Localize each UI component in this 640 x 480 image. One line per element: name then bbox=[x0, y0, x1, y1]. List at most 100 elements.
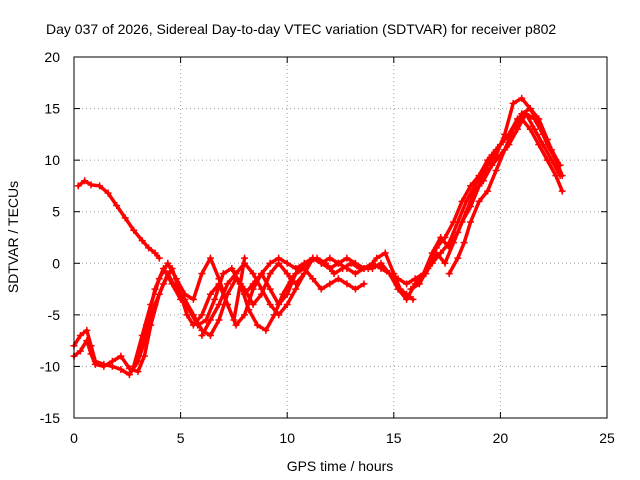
data-point bbox=[249, 280, 257, 288]
series-line bbox=[447, 106, 558, 276]
data-point bbox=[185, 306, 193, 314]
y-tick-label: 20 bbox=[44, 49, 60, 65]
data-point bbox=[117, 352, 125, 360]
data-point bbox=[232, 270, 240, 278]
data-point bbox=[283, 259, 291, 267]
data-point bbox=[258, 270, 266, 278]
x-tick-label: 10 bbox=[279, 430, 295, 446]
data-point bbox=[501, 146, 509, 154]
data-point bbox=[394, 285, 402, 293]
data-point bbox=[343, 264, 351, 272]
data-point bbox=[215, 316, 223, 324]
data-point bbox=[326, 254, 334, 262]
data-point bbox=[330, 270, 338, 278]
data-point bbox=[558, 172, 566, 180]
data-point bbox=[177, 295, 185, 303]
data-point bbox=[351, 270, 359, 278]
data-point bbox=[526, 105, 534, 113]
data-point bbox=[113, 202, 121, 210]
data-point bbox=[403, 295, 411, 303]
data-point bbox=[458, 218, 466, 226]
y-tick-label: 5 bbox=[52, 204, 60, 220]
plot-border bbox=[73, 56, 608, 419]
data-point bbox=[377, 259, 385, 267]
data-point bbox=[360, 264, 368, 272]
data-point bbox=[509, 125, 517, 133]
x-tick-label: 25 bbox=[599, 430, 615, 446]
data-point bbox=[117, 366, 125, 374]
data-point bbox=[241, 311, 249, 319]
data-point bbox=[91, 360, 99, 368]
data-point bbox=[292, 285, 300, 293]
series-line bbox=[242, 111, 562, 302]
data-point bbox=[87, 350, 95, 358]
data-point bbox=[198, 270, 206, 278]
data-point bbox=[87, 181, 95, 189]
data-point bbox=[501, 130, 509, 138]
data-point bbox=[258, 285, 266, 293]
data-point bbox=[249, 301, 257, 309]
data-point bbox=[368, 264, 376, 272]
data-point bbox=[334, 275, 342, 283]
data-point bbox=[283, 301, 291, 309]
data-point bbox=[300, 270, 308, 278]
data-point bbox=[360, 280, 368, 288]
data-point bbox=[467, 203, 475, 211]
data-point bbox=[351, 259, 359, 267]
y-tick-label: -5 bbox=[48, 307, 61, 323]
data-point bbox=[155, 254, 163, 262]
data-point bbox=[121, 214, 129, 222]
data-series bbox=[70, 94, 566, 379]
x-tick-label: 5 bbox=[177, 430, 185, 446]
data-point bbox=[241, 259, 249, 267]
data-point bbox=[454, 254, 462, 262]
data-point bbox=[309, 254, 317, 262]
data-point bbox=[394, 275, 402, 283]
data-point bbox=[134, 368, 142, 376]
y-tick-label: 0 bbox=[52, 255, 60, 271]
data-point bbox=[492, 151, 500, 159]
data-point bbox=[326, 280, 334, 288]
data-point bbox=[142, 321, 150, 329]
data-point bbox=[228, 264, 236, 272]
data-point bbox=[492, 166, 500, 174]
data-point bbox=[198, 331, 206, 339]
data-point bbox=[279, 290, 287, 298]
data-point bbox=[140, 352, 148, 360]
data-point bbox=[460, 239, 468, 247]
data-point bbox=[475, 172, 483, 180]
x-tick-label: 20 bbox=[493, 430, 509, 446]
data-point bbox=[484, 161, 492, 169]
y-tick-label: 15 bbox=[44, 101, 60, 117]
x-tick-label: 15 bbox=[386, 430, 402, 446]
data-point bbox=[83, 337, 91, 345]
data-point bbox=[172, 275, 180, 283]
data-point bbox=[484, 187, 492, 195]
data-point bbox=[138, 237, 146, 245]
data-point bbox=[81, 177, 89, 185]
data-point bbox=[409, 295, 417, 303]
data-point bbox=[134, 357, 142, 365]
data-point bbox=[151, 249, 159, 257]
data-point bbox=[275, 311, 283, 319]
data-point bbox=[96, 182, 104, 190]
data-point bbox=[266, 259, 274, 267]
data-point bbox=[558, 187, 566, 195]
data-point bbox=[164, 259, 172, 267]
data-point bbox=[292, 264, 300, 272]
data-point bbox=[543, 156, 551, 164]
data-point bbox=[422, 270, 430, 278]
series-line bbox=[131, 256, 366, 369]
data-point bbox=[168, 280, 176, 288]
data-point bbox=[108, 357, 116, 365]
data-point bbox=[386, 270, 394, 278]
data-point bbox=[145, 244, 153, 252]
data-point bbox=[300, 259, 308, 267]
data-point bbox=[317, 259, 325, 267]
data-point bbox=[104, 189, 112, 197]
data-point bbox=[518, 110, 526, 118]
data-point bbox=[198, 311, 206, 319]
data-point bbox=[467, 182, 475, 190]
data-point bbox=[155, 290, 163, 298]
